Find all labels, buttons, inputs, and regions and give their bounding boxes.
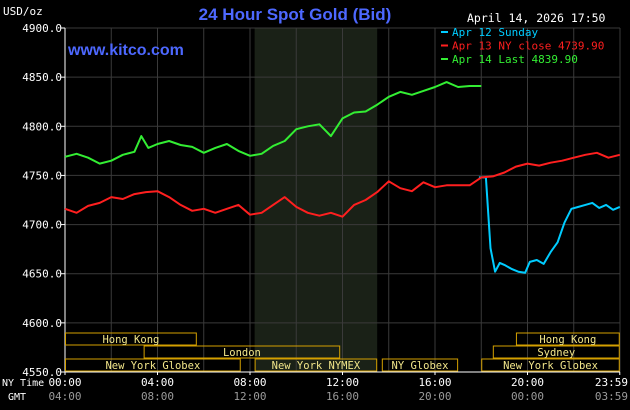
session-label: New York NYMEX [272,360,361,372]
x-axis-ny-label: NY Time [2,378,44,389]
session-box [65,358,241,372]
y-tick-label: 4900.0 [22,22,62,35]
y-unit-label: USD/oz [3,5,43,18]
trading-sessions: Hong Kong London New York Globex New York N… [65,332,620,372]
session-box [492,345,620,359]
x-tick-label-ny: 08:00 [233,376,266,389]
x-tick-label-gmt: 20:00 [418,390,451,403]
y-tick-label: 4850.0 [22,71,62,84]
x-tick-label-gmt: 16:00 [326,390,359,403]
legend-label: Apr 14 Last 4839.90 [452,53,578,66]
x-axis: 00:0004:0004:0008:0008:0012:0012:0016:00… [2,372,628,403]
plot-area [64,27,621,373]
x-tick-label-gmt: 12:00 [233,390,266,403]
session-box [481,358,620,372]
y-axis: 4550.0 4600.0 4650.0 4700.0 4750.0 4800.0 4850… [22,22,65,379]
session-label: NY Globex [392,360,449,372]
legend-label: Apr 13 NY close 4739.90 [452,40,604,53]
series-line-0 [478,176,621,274]
x-tick-label-gmt: 00:00 [511,390,544,403]
chart-datetime: April 14, 2026 17:50 [467,11,606,25]
x-tick-label-ny: 04:00 [141,376,174,389]
y-tick-label: 4800.0 [22,120,62,133]
legend-label: Apr 12 Sunday [452,26,538,39]
x-tick-label-ny: 20:00 [511,376,544,389]
x-tick-label-ny: 00:00 [48,376,81,389]
x-tick-label-ny: 12:00 [326,376,359,389]
session-label: London [223,347,261,359]
session-label: Hong Kong [102,334,159,346]
session-box [65,332,197,346]
session-label: Sydney [537,347,575,359]
nymex-shaded-region [254,28,378,372]
x-tick-label-gmt: 04:00 [48,390,81,403]
session-label: New York Globex [105,360,200,372]
session-box [143,345,341,359]
y-tick-label: 4750.0 [22,169,62,182]
series-line-1 [64,151,621,218]
session-label: New York Globex [503,360,598,372]
x-tick-label-ny: 23:59 [595,376,628,389]
site-watermark: www.kitco.com [67,42,184,59]
chart-title: 24 Hour Spot Gold (Bid) [199,5,392,24]
session-label: Hong Kong [539,334,596,346]
y-tick-label: 4650.0 [22,268,62,281]
session-box [515,332,620,346]
y-tick-label: 4700.0 [22,219,62,232]
session-box [254,358,378,372]
x-tick-label-gmt: 08:00 [141,390,174,403]
session-box [381,358,459,372]
y-tick-label: 4600.0 [22,317,62,330]
series-line-2 [64,81,482,165]
y-tick-label: 4550.0 [22,366,62,379]
x-tick-label-gmt: 03:59 [595,390,628,403]
x-tick-label-ny: 16:00 [418,376,451,389]
x-axis-gmt-label: GMT [8,392,26,403]
